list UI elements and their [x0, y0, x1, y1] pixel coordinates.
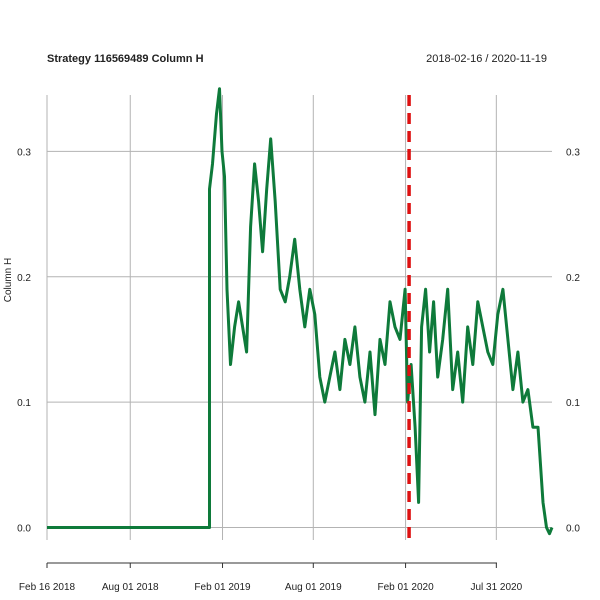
y-tick-label-right: 0.2 — [566, 273, 580, 284]
y-tick-label-left: 0.2 — [17, 273, 31, 284]
x-tick-label: Feb 16 2018 — [19, 582, 76, 593]
tick-labels: 0.0 0.0 0.1 0.1 0.2 0.2 0.3 0.3 Feb 16 2018 Aug 0… — [17, 147, 580, 593]
y-tick-label-left: 0.0 — [17, 523, 31, 534]
y-axis-label: Column H — [3, 258, 14, 302]
series-layer — [47, 87, 554, 542]
series-line — [47, 87, 554, 536]
y-tick-label-right: 0.0 — [566, 523, 580, 534]
y-tick-label-left: 0.1 — [17, 398, 31, 409]
x-tick-label: Aug 01 2019 — [285, 582, 342, 593]
y-tick-label-left: 0.3 — [17, 147, 31, 158]
x-tick-label: Aug 01 2018 — [102, 582, 159, 593]
x-tick-label: Jul 31 2020 — [470, 582, 522, 593]
y-tick-label-right: 0.1 — [566, 398, 580, 409]
x-tick-label: Feb 01 2020 — [377, 582, 434, 593]
axes — [46, 562, 497, 568]
date-range-label: 2018-02-16 / 2020-11-19 — [426, 53, 547, 65]
x-tick-label: Feb 01 2019 — [194, 582, 251, 593]
y-tick-label-right: 0.3 — [566, 147, 580, 158]
chart-title: Strategy 116569489 Column H — [47, 53, 204, 65]
